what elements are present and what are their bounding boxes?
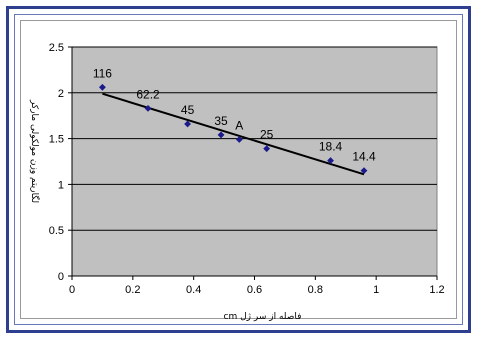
y-tick-label: 1 (58, 179, 64, 191)
data-point-marker (360, 167, 368, 175)
data-point-label: 14.4 (352, 150, 376, 164)
y-tick-label: 0.5 (49, 225, 64, 237)
data-point-marker (263, 145, 271, 153)
y-tick-label: 2.5 (49, 42, 64, 54)
x-tick-label: 0.6 (247, 284, 262, 296)
x-tick-labels: 0 0.2 0.4 0.6 0.8 1 1.2 (69, 276, 445, 296)
y-tick-labels: 0 0.5 1 1.5 2 2.5 (49, 42, 72, 283)
data-point-marker (217, 131, 225, 139)
data-points (99, 83, 368, 175)
data-point-label: 45 (181, 103, 195, 117)
x-tick-label: 0.2 (125, 284, 140, 296)
y-axis-title: لگاریتم وزن مولکولی مارکر (29, 99, 41, 203)
data-point-label: 35 (214, 114, 228, 128)
x-tick-label: 0 (69, 284, 75, 296)
data-point-marker (327, 157, 334, 164)
data-point-label: 116 (93, 66, 112, 80)
x-tick-label: 1.2 (429, 284, 444, 296)
data-point-label: 18.4 (319, 140, 343, 154)
y-tick-label: 0 (58, 271, 64, 283)
data-point-marker (235, 136, 243, 143)
x-tick-label: 0.8 (308, 284, 323, 296)
data-point-marker (144, 104, 152, 112)
x-axis-title: فاصله از سر ژل cm (224, 312, 302, 322)
data-labels: 116 62.2 45 35 A 25 18.4 14.4 (93, 66, 376, 163)
y-tick-label: 2 (58, 88, 64, 100)
y-tick-label: 1.5 (49, 134, 64, 146)
x-tick-label: 0.4 (186, 284, 201, 296)
data-point-marker (184, 120, 191, 128)
plot-area (71, 46, 438, 277)
data-point-label: 62.2 (136, 87, 160, 101)
data-point-label: A (235, 119, 243, 133)
data-point-marker (99, 83, 106, 91)
x-tick-label: 1 (373, 284, 379, 296)
data-point-label: 25 (260, 128, 274, 142)
